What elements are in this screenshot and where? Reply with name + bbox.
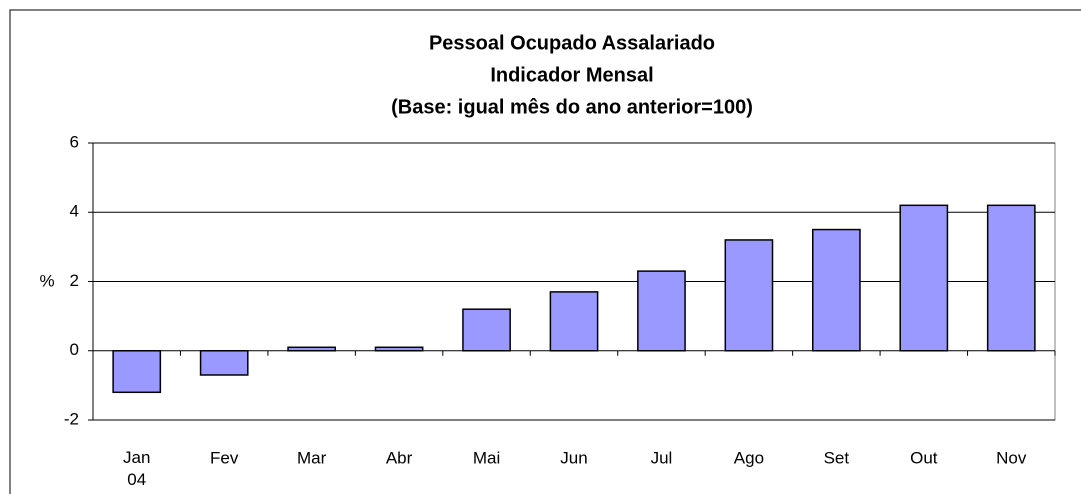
x-tick-label: Nov [996,448,1027,467]
y-tick-label: -2 [64,409,79,428]
x-tick-label: Mai [473,448,500,467]
chart-subtitle: Indicador Mensal [490,64,653,86]
x-tick-label: Jun [560,448,587,467]
x-tick-label: Ago [734,448,764,467]
bar [462,308,511,352]
x-tick-label: Jul [651,448,673,467]
x-tick-label: Set [824,448,850,467]
bar [112,350,162,394]
x-tick-label: Out [910,448,938,467]
y-tick-label: 6 [70,132,79,151]
bar [199,350,249,376]
bar [724,239,774,352]
bar [812,228,861,352]
y-tick-label: 2 [70,271,79,290]
bar [986,204,1036,352]
y-axis-label: % [39,271,54,290]
bar [637,270,686,352]
bar [549,291,599,352]
bar [374,346,424,352]
x-tick-label: Fev [210,448,239,467]
chart-subtitle: (Base: igual mês do ano anterior=100) [391,96,753,118]
chart-title: Pessoal Ocupado Assalariado [429,32,715,54]
y-tick-label: 0 [70,340,79,359]
x-tick-label: Mar [297,448,327,467]
bar [287,346,336,352]
x-tick-label: Abr [386,448,413,467]
bar [899,204,949,352]
x-tick-label: Jan 04 [123,448,150,489]
y-tick-label: 4 [70,202,79,221]
